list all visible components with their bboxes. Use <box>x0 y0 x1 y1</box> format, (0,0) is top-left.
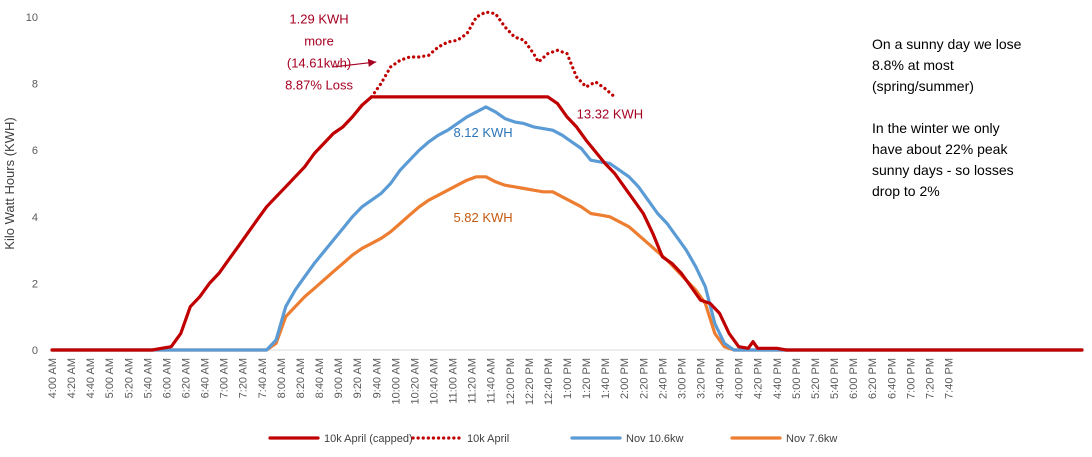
legend-item: Nov 10.6kw <box>570 433 684 445</box>
x-tick-label: 6:20 AM <box>181 358 193 398</box>
legend-label: Nov 10.6kw <box>626 433 684 445</box>
side-note-line: drop to 2% <box>872 183 940 199</box>
x-tick-label: 12:20 PM <box>524 358 536 405</box>
x-tick-label: 3:40 PM <box>715 358 727 399</box>
x-tick-label: 7:00 AM <box>219 358 231 398</box>
side-note-line: On a sunny day we lose <box>872 36 1022 52</box>
annotation-label: more <box>304 34 334 49</box>
x-tick-label: 4:20 AM <box>66 358 78 398</box>
x-tick-label: 8:00 AM <box>276 358 288 398</box>
x-tick-label: 5:40 AM <box>142 358 154 398</box>
y-tick-label: 2 <box>32 278 38 290</box>
side-note-line: sunny days - so losses <box>872 162 1014 178</box>
x-tick-label: 10:20 AM <box>409 358 421 404</box>
x-tick-label: 10:00 AM <box>390 358 402 404</box>
series-line-nov-7-6kw <box>50 175 1084 352</box>
x-tick-label: 7:40 PM <box>943 358 955 399</box>
legend-label: 10k April <box>467 433 509 445</box>
x-tick-label: 2:40 PM <box>657 358 669 399</box>
annotation-label: (14.61kwh) <box>287 56 351 71</box>
x-tick-label: 8:40 AM <box>314 358 326 398</box>
series-line-10k-april-capped <box>50 95 1084 352</box>
y-tick-label: 6 <box>32 145 38 157</box>
x-tick-label: 8:20 AM <box>295 358 307 398</box>
annotation-label: 13.32 KWH <box>577 107 643 122</box>
side-note-line: 8.8% at most <box>872 57 954 73</box>
x-tick-label: 3:20 PM <box>696 358 708 399</box>
x-tick-label: 7:40 AM <box>257 358 269 398</box>
x-tick-label: 9:20 AM <box>352 358 364 398</box>
x-tick-label: 10:40 AM <box>428 358 440 404</box>
x-tick-label: 7:00 PM <box>905 358 917 399</box>
y-axis-title: Kilo Watt Hours (KWH) <box>2 117 17 249</box>
legend-label: 10k April (capped) <box>324 433 413 445</box>
y-tick-label: 0 <box>32 345 38 357</box>
side-note-line <box>872 97 1082 118</box>
x-tick-label: 12:40 PM <box>543 358 555 405</box>
y-axis-label: Kilo Watt Hours (KWH) <box>2 117 17 249</box>
annotation-label: 8.12 KWH <box>453 125 512 140</box>
x-tick-label: 1:40 PM <box>600 358 612 399</box>
annotation-arrow-head <box>367 58 377 67</box>
x-tick-labels: 4:00 AM 4:20 AM 4:40 AM 5:00 AM 5:20 AM 5:40 … <box>47 358 955 405</box>
x-tick-label: 12:00 PM <box>505 358 517 405</box>
x-tick-label: 6:40 AM <box>200 358 212 398</box>
side-note-line: In the winter we only <box>872 120 1000 136</box>
x-tick-label: 11:00 AM <box>448 358 460 404</box>
y-tick-label: 8 <box>32 79 38 91</box>
annotation-label: 1.29 KWH <box>289 12 348 27</box>
x-tick-label: 5:40 PM <box>829 358 841 399</box>
side-note-line: (spring/summer) <box>872 78 974 94</box>
y-tick-labels: 0 2 4 6 8 10 <box>26 12 38 357</box>
x-tick-label: 6:00 AM <box>161 358 173 398</box>
x-tick-label: 5:00 AM <box>104 358 116 398</box>
x-tick-label: 7:20 PM <box>924 358 936 399</box>
legend-item: 10k April <box>411 433 509 445</box>
side-note-line: have about 22% peak <box>872 141 1008 157</box>
x-tick-label: 7:20 AM <box>238 358 250 398</box>
x-tick-label: 4:00 PM <box>734 358 746 399</box>
x-tick-label: 3:00 PM <box>676 358 688 399</box>
x-tick-label: 11:20 AM <box>467 358 479 404</box>
legend-label: Nov 7.6kw <box>786 433 837 445</box>
annotation-label: 8.87% Loss <box>285 78 353 93</box>
annotations: 1.29 KWH more (14.61kwh) 8.87% Loss 8.12 KWH… <box>285 12 643 225</box>
annotation-label: 5.82 KWH <box>453 210 512 225</box>
x-tick-label: 2:20 PM <box>638 358 650 399</box>
y-tick-label: 4 <box>32 212 38 224</box>
x-tick-label: 1:20 PM <box>581 358 593 399</box>
x-tick-label: 5:20 PM <box>810 358 822 399</box>
legend-item: 10k April (capped) <box>268 433 413 445</box>
x-tick-label: 5:00 PM <box>791 358 803 399</box>
x-tick-label: 4:20 PM <box>753 358 765 399</box>
y-tick-label: 10 <box>26 12 38 24</box>
x-tick-label: 4:40 PM <box>772 358 784 399</box>
x-tick-label: 4:40 AM <box>85 358 97 398</box>
series-line-10k-april <box>369 10 617 99</box>
x-tick-label: 11:40 AM <box>486 358 498 404</box>
legend-item: Nov 7.6kw <box>730 433 837 445</box>
x-tick-label: 9:40 AM <box>371 358 383 398</box>
side-note: On a sunny day we lose 8.8% at most (spr… <box>872 34 1082 202</box>
legend: 10k April (capped) 10k April Nov 10.6kw Nov… <box>268 433 837 445</box>
x-tick-label: 5:20 AM <box>123 358 135 398</box>
x-tick-label: 9:00 AM <box>333 358 345 398</box>
series-layer <box>50 10 1084 352</box>
x-tick-label: 1:00 PM <box>562 358 574 399</box>
x-tick-label: 4:00 AM <box>47 358 59 398</box>
x-tick-label: 6:40 PM <box>886 358 898 399</box>
series-line-nov-10-6kw <box>50 105 1084 352</box>
x-tick-label: 6:20 PM <box>867 358 879 399</box>
x-tick-label: 6:00 PM <box>848 358 860 399</box>
x-tick-label: 2:00 PM <box>619 358 631 399</box>
